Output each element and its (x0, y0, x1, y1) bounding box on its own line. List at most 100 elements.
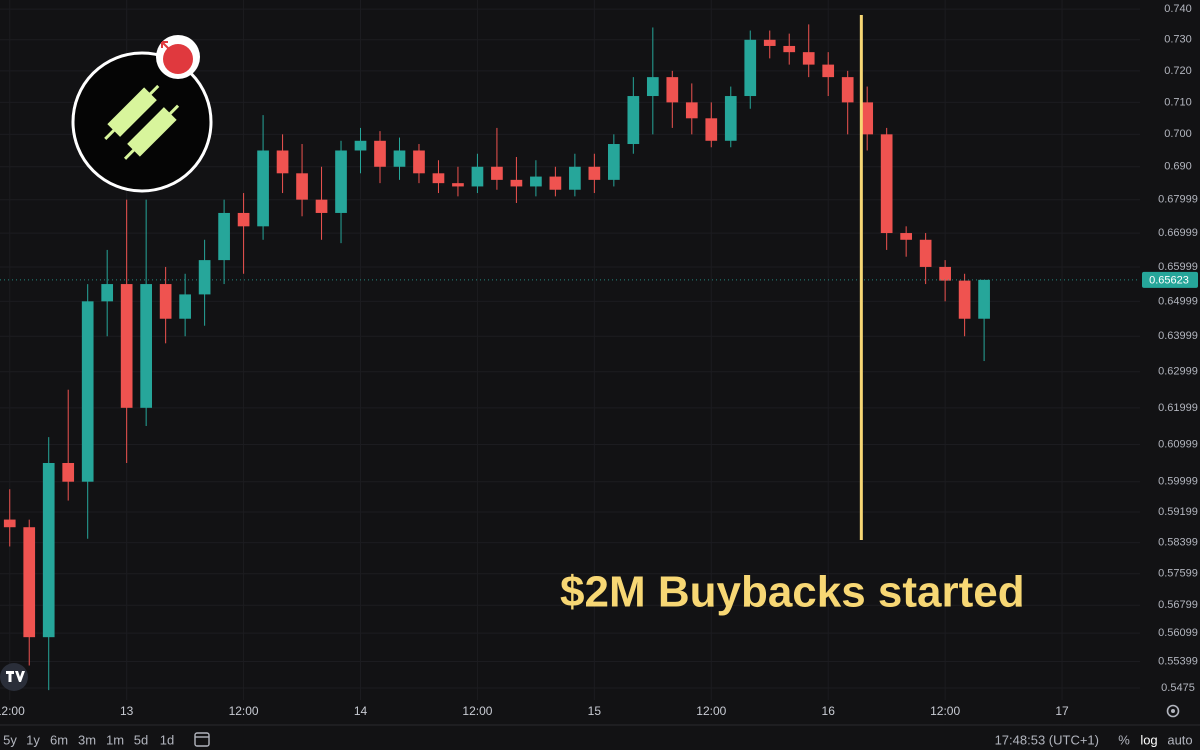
y-tick-label: 0.67999 (1158, 194, 1198, 206)
x-tick-label: 12:00 (229, 704, 259, 718)
y-tick-label: 0.5475 (1161, 682, 1195, 694)
y-tick-label: 0.63999 (1158, 330, 1198, 342)
candle-body (919, 239, 932, 267)
candle-body (42, 462, 55, 638)
logo (71, 35, 213, 193)
candle-body (608, 144, 620, 180)
candle-body (198, 260, 211, 295)
y-tick-label: 0.58399 (1158, 537, 1198, 549)
gear-center (1171, 709, 1175, 713)
y-tick-label: 0.57599 (1158, 568, 1198, 580)
range-button[interactable]: 1m (106, 732, 124, 747)
candle-body (3, 519, 16, 528)
candle-body (257, 150, 269, 227)
candle-body (530, 176, 542, 187)
y-tick-label: 0.56799 (1158, 599, 1198, 611)
logo-circle (71, 51, 213, 193)
range-button[interactable]: 5y (3, 732, 17, 747)
x-tick-label: 12:00 (930, 704, 960, 718)
event-label: $2M Buybacks started (560, 568, 1025, 617)
candle-body (724, 96, 737, 141)
candle-body (81, 301, 94, 482)
candle-body (335, 150, 347, 213)
candle-body (744, 39, 757, 97)
candle-body (179, 294, 191, 319)
x-tick-label: 14 (354, 704, 368, 718)
gear[interactable] (1166, 704, 1180, 718)
candle-body (120, 284, 133, 408)
candle-body (646, 77, 659, 97)
candle-body (471, 166, 484, 187)
scale-option[interactable]: % (1118, 732, 1130, 747)
y-tick-label: 0.64999 (1158, 295, 1198, 307)
candle-body (393, 150, 406, 167)
y-tick-label: 0.59199 (1158, 506, 1198, 518)
clock: 17:48:53 (UTC+1) (995, 732, 1099, 747)
range-button[interactable]: 1y (26, 732, 40, 747)
date-range[interactable] (194, 732, 210, 747)
candle-body (627, 96, 640, 145)
candle-body (510, 179, 523, 187)
tv-logo[interactable] (0, 663, 28, 691)
y-tick-label: 0.62999 (1158, 366, 1198, 378)
candle-body (861, 102, 874, 135)
y-tick-label: 0.61999 (1158, 402, 1198, 414)
candle-body (569, 166, 581, 190)
y-tick-label: 0.710 (1164, 96, 1192, 108)
y-tick-label: 0.60999 (1158, 438, 1198, 450)
candle-body (549, 176, 562, 190)
candle-body (218, 212, 230, 261)
candle-body (841, 77, 854, 103)
logo-icon (104, 84, 180, 160)
range-button[interactable]: 1d (160, 732, 174, 747)
candle-body (62, 462, 75, 482)
candle-body (763, 39, 776, 46)
range-button[interactable]: 3m (78, 732, 96, 747)
y-tick-label: 0.59999 (1158, 476, 1198, 488)
candle-body (705, 118, 718, 141)
candle-body (432, 173, 445, 184)
candle-body (900, 233, 912, 240)
x-tick-label: 12:00 (0, 704, 25, 718)
candle-body (588, 166, 601, 180)
y-tick-label: 0.56099 (1158, 627, 1198, 639)
x-tick-label: 17 (1055, 704, 1069, 718)
scale-option[interactable]: auto (1167, 732, 1192, 747)
candle-body (958, 280, 971, 319)
axes: 0.740 0.730 0.720 0.710 0.700 0.690 0.67999 0.6… (0, 3, 1198, 718)
candle-body (452, 183, 464, 187)
range-button[interactable]: 5d (134, 732, 148, 747)
tv-glyph (6, 671, 25, 682)
candle-body (822, 64, 835, 78)
y-tick-label: 0.690 (1164, 161, 1192, 173)
y-tick-label: 0.65999 (1158, 261, 1198, 273)
settings[interactable] (1166, 704, 1180, 718)
candle-body (276, 150, 289, 174)
candle-body (23, 527, 36, 638)
y-tick-label: 0.730 (1164, 34, 1192, 46)
y-tick-label: 0.55399 (1158, 655, 1198, 667)
candle-body (296, 173, 308, 200)
toolbar: 5y 1y 6m 3m 1m 5d 1d 17:48:53 (UTC+1)% log auto (3, 732, 1193, 747)
y-tick-label: 0.720 (1164, 65, 1192, 77)
candle-body (354, 140, 367, 151)
x-tick-label: 16 (822, 704, 836, 718)
last-price-box (1142, 271, 1198, 288)
x-tick-label: 12:00 (696, 704, 726, 718)
candle-body (978, 279, 990, 319)
candle-body (491, 166, 503, 180)
y-tick-label: 0.66999 (1158, 227, 1198, 239)
x-tick-label: 15 (588, 704, 602, 718)
x-tick-label: 12:00 (462, 704, 492, 718)
calendar-icon[interactable] (194, 732, 210, 747)
candle-body (666, 77, 679, 103)
y-tick-label: 0.740 (1164, 3, 1192, 15)
tv-circle[interactable] (0, 663, 28, 691)
candle-body (315, 199, 328, 213)
scale-option[interactable]: log (1140, 732, 1157, 747)
range-button[interactable]: 6m (50, 732, 68, 747)
y-tick-label: 0.700 (1164, 128, 1192, 140)
candle-body (880, 134, 893, 234)
plot: $2M Buybacks started (0, 15, 1140, 691)
